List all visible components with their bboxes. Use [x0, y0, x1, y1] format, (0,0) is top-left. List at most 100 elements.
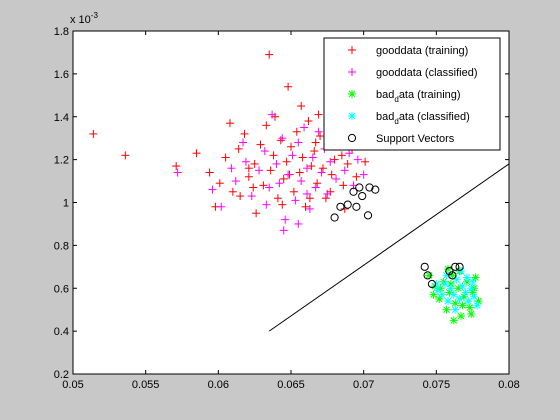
legend-entry: gooddata (classified) [348, 67, 478, 79]
data-point [438, 290, 447, 299]
data-point [291, 196, 300, 205]
data-point [458, 301, 467, 310]
data-point [297, 102, 306, 111]
data-point [359, 170, 368, 179]
data-point [279, 174, 288, 183]
data-point [326, 157, 335, 166]
data-point [239, 138, 248, 147]
data-point [330, 213, 339, 222]
data-point [307, 162, 316, 171]
decision-boundary-line [268, 163, 510, 332]
x-tick-label: 0.07 [353, 379, 374, 391]
y-tick-label: 1 [63, 198, 69, 210]
data-point [420, 262, 429, 271]
data-point [205, 168, 214, 177]
data-point [318, 164, 327, 173]
legend: gooddata (training) gooddata (classified)… [323, 37, 501, 151]
data-point [358, 191, 367, 201]
data-point [457, 267, 466, 276]
data-point [304, 117, 313, 126]
data-point [332, 174, 341, 183]
data-point [461, 288, 470, 297]
data-point [449, 316, 458, 325]
data-point [262, 200, 271, 209]
data-point [352, 172, 361, 181]
data-point [282, 157, 291, 166]
data-point [244, 172, 253, 181]
data-point [301, 202, 310, 211]
data-point [343, 159, 352, 168]
data-point [250, 159, 259, 168]
data-point [451, 305, 460, 314]
data-point [365, 183, 374, 192]
data-point [371, 185, 380, 194]
data-point [321, 194, 330, 203]
y-tick-label: 1.2 [54, 155, 69, 167]
x-tick-label: 0.055 [132, 379, 160, 391]
data-point [295, 168, 304, 177]
data-point [278, 134, 287, 143]
data-point [288, 151, 297, 160]
data-point [292, 127, 301, 136]
y-tick-label: 0.6 [54, 283, 69, 295]
data-point [234, 144, 243, 153]
data-point [310, 147, 319, 156]
data-point [446, 284, 455, 293]
data-point [276, 136, 285, 145]
data-point [432, 279, 441, 288]
data-point [317, 168, 326, 177]
x-tick-label: 0.065 [277, 379, 305, 391]
data-point [343, 200, 352, 209]
data-point [308, 153, 317, 162]
data-point [262, 121, 271, 130]
data-point [455, 294, 464, 303]
data-point [284, 82, 293, 91]
data-point [445, 267, 454, 276]
data-point [278, 200, 287, 209]
data-point [269, 151, 278, 160]
data-point [297, 177, 306, 186]
data-point [355, 183, 364, 192]
data-point [221, 153, 230, 162]
data-point [255, 166, 264, 175]
data-point [442, 305, 451, 314]
legend-label: gooddata (classified) [376, 67, 478, 79]
data-point [311, 138, 320, 147]
data-point [349, 187, 358, 196]
data-point [265, 183, 274, 192]
data-point [468, 277, 477, 286]
data-point [337, 151, 346, 160]
data-point [272, 159, 281, 168]
data-point [363, 211, 373, 220]
axis-ticks: 0.05 0.055 0.06 0.065 0.07 0.075 0.08 0.2 0.4 0.6… [54, 26, 520, 391]
data-point [172, 162, 181, 171]
data-point [236, 192, 245, 201]
data-point [451, 262, 460, 271]
data-point [289, 187, 298, 196]
data-point [465, 303, 474, 312]
data-points [89, 50, 483, 325]
data-point [121, 151, 130, 160]
data-point [316, 132, 325, 141]
legend-label: baddata (classified) [376, 111, 470, 126]
data-point [225, 119, 234, 128]
data-point [467, 309, 476, 318]
y-tick-label: 1.8 [54, 26, 69, 38]
legend-label: gooddata (training) [376, 45, 468, 57]
data-point [340, 166, 349, 175]
data-point [345, 149, 354, 158]
data-point [449, 290, 458, 299]
data-point [311, 183, 320, 192]
data-point [302, 164, 311, 173]
data-point [294, 219, 303, 228]
data-point [462, 273, 471, 282]
legend-marker [348, 46, 356, 54]
y-tick-label: 0.2 [54, 369, 69, 381]
data-point [305, 194, 314, 203]
data-point [273, 194, 282, 203]
data-point [435, 294, 444, 303]
data-point [227, 164, 236, 173]
data-point [284, 170, 293, 179]
data-point [252, 209, 261, 218]
